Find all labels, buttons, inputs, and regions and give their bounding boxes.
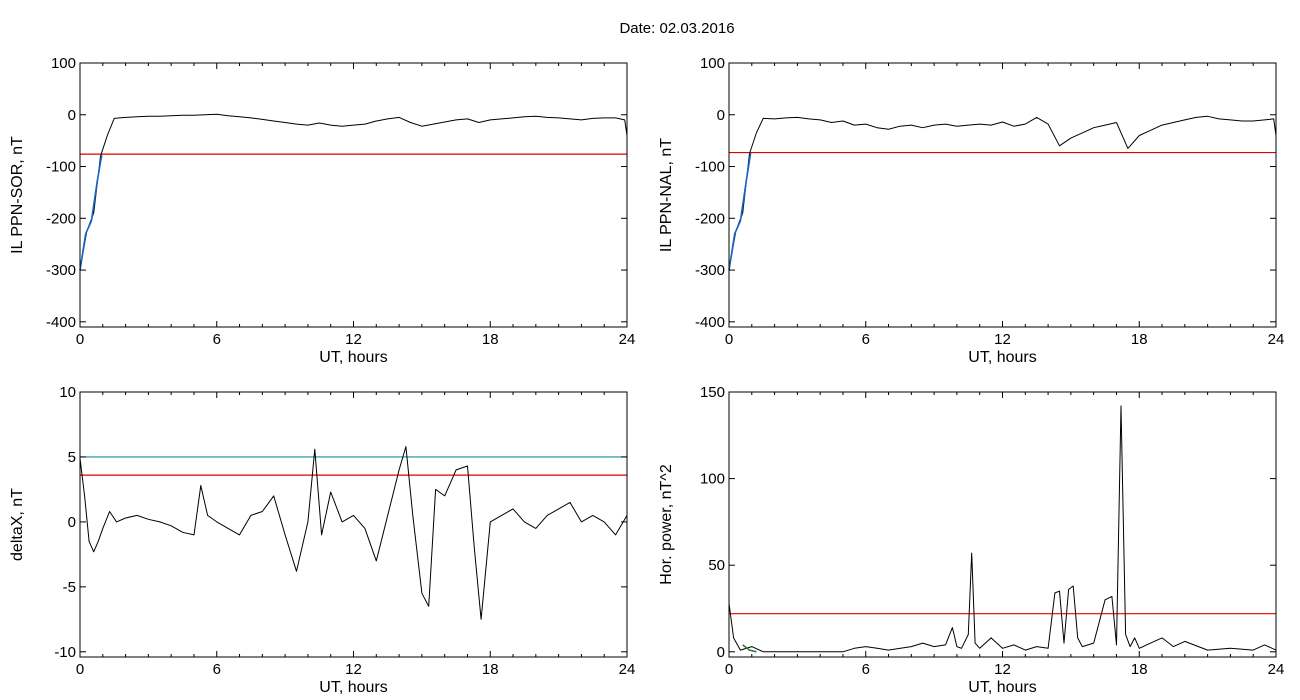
x-tick-label: 24 [619, 661, 636, 678]
series-line-2 [728, 152, 752, 271]
x-tick-label: 0 [76, 661, 84, 678]
y-tick-label: -300 [695, 262, 725, 279]
x-tick-label: 12 [994, 331, 1011, 348]
y-tick-label: 50 [708, 557, 725, 574]
x-tick-label: 0 [725, 661, 733, 678]
y-tick-label: -5 [63, 579, 76, 596]
y-axis-label: deltaX, nT [9, 488, 26, 561]
x-tick-label: 6 [862, 661, 870, 678]
chart-panel-3: 0 6 12 18 24 -10 -5 0 5 10 UT, hours deltaX, nT [9, 384, 635, 696]
series-line-2 [742, 644, 757, 653]
x-tick-label: 18 [482, 331, 499, 348]
x-tick-label: 0 [76, 331, 84, 348]
x-axis-label: UT, hours [968, 349, 1036, 366]
chart-panel-1: 0 6 12 18 24 -400 -300 -200 -100 0 100 UT, hours IL … [9, 55, 635, 366]
x-tick-label: 12 [345, 331, 362, 348]
x-tick-label: 0 [725, 331, 733, 348]
plot-frame [728, 391, 1277, 658]
y-tick-label: 150 [700, 384, 725, 401]
y-tick-label: 0 [717, 107, 725, 124]
y-tick-label: 100 [700, 471, 725, 488]
y-tick-label: -200 [695, 210, 725, 227]
y-axis-label: Hor. power, nT^2 [658, 464, 675, 585]
plot-frame [728, 62, 1277, 328]
y-tick-label: -200 [46, 210, 76, 227]
series-line-1 [79, 113, 628, 271]
y-tick-label: -400 [695, 314, 725, 331]
x-tick-label: 6 [213, 331, 221, 348]
series-line-2 [79, 154, 103, 271]
x-axis-label: UT, hours [319, 679, 387, 696]
x-axis-label: UT, hours [319, 349, 387, 366]
plot-frame [79, 62, 628, 328]
plot-frame [79, 391, 628, 658]
y-tick-label: -100 [695, 159, 725, 176]
x-tick-label: 6 [862, 331, 870, 348]
y-tick-label: -400 [46, 314, 76, 331]
y-tick-label: 0 [717, 644, 725, 661]
x-tick-label: 6 [213, 661, 221, 678]
x-tick-label: 24 [1268, 661, 1285, 678]
y-tick-label: 0 [68, 514, 76, 531]
y-tick-label: 100 [51, 55, 76, 72]
x-tick-label: 18 [482, 661, 499, 678]
y-axis-label: IL PPN-NAL, nT [658, 138, 675, 252]
x-tick-label: 12 [994, 661, 1011, 678]
y-tick-label: -100 [46, 159, 76, 176]
y-tick-label: 100 [700, 55, 725, 72]
x-tick-label: 18 [1131, 331, 1148, 348]
chart-panel-4: 0 6 12 18 24 0 50 100 150 UT, hours Hor. power, nT… [658, 384, 1284, 696]
y-tick-label: -10 [54, 644, 76, 661]
x-axis-label: UT, hours [968, 679, 1036, 696]
y-axis-label: IL PPN-SOR, nT [9, 136, 26, 254]
y-tick-label: 5 [68, 449, 76, 466]
y-tick-label: 10 [59, 384, 76, 401]
y-tick-label: 0 [68, 107, 76, 124]
x-tick-label: 12 [345, 661, 362, 678]
series-line-1 [79, 446, 628, 620]
x-tick-label: 18 [1131, 661, 1148, 678]
series-line-1 [728, 115, 1277, 271]
figure-title: Date: 02.03.2016 [619, 20, 734, 37]
x-tick-label: 24 [1268, 331, 1285, 348]
y-tick-label: -300 [46, 262, 76, 279]
chart-panel-2: 0 6 12 18 24 -400 -300 -200 -100 0 100 UT, hours IL … [658, 55, 1284, 366]
x-tick-label: 24 [619, 331, 636, 348]
series-line-1 [728, 405, 1277, 653]
